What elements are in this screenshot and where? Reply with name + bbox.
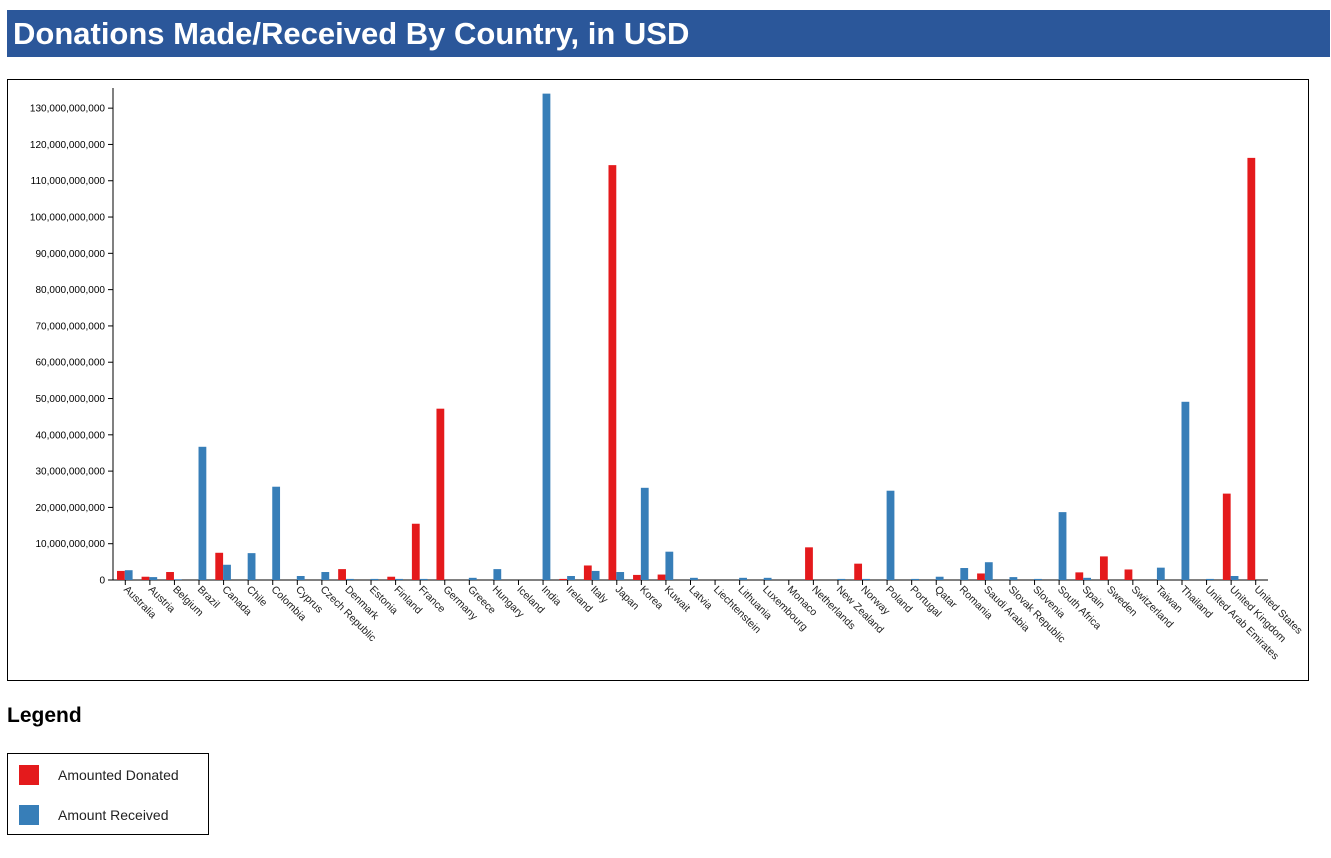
bar-donated	[117, 570, 125, 580]
bar-received	[960, 568, 969, 580]
bar-received	[272, 486, 281, 580]
bar-received	[1156, 567, 1165, 580]
bar-received	[911, 578, 919, 580]
bar-donated	[338, 569, 346, 580]
bar-donated	[215, 552, 224, 580]
bar-received	[837, 578, 846, 580]
bar-received	[124, 570, 133, 580]
bar-donated	[854, 563, 863, 580]
y-tick-label: 50,000,000,000	[35, 394, 105, 405]
bar-chart: 0 10,000,000,000 20,000,000,000 30,000,000,…	[30, 88, 1305, 662]
y-tick-label: 110,000,000,000	[31, 176, 106, 187]
bar-received	[886, 490, 895, 580]
bar-received	[616, 572, 625, 580]
bar-received	[173, 579, 182, 580]
bar-received	[468, 577, 477, 580]
bar-received	[1083, 577, 1092, 580]
y-tick-label: 120,000,000,000	[30, 140, 106, 151]
bar-donated	[633, 574, 641, 580]
y-tick-label: 100,000,000,000	[30, 213, 106, 224]
bar-received	[493, 569, 502, 580]
legend-label-donated: Amounted Donated	[58, 767, 179, 783]
bar-received	[1230, 576, 1239, 580]
y-tick-label: 80,000,000,000	[35, 285, 105, 296]
bar-donated	[436, 408, 445, 580]
page-title: Donations Made/Received By Country, in U…	[7, 10, 1330, 57]
bar-donated	[411, 523, 420, 580]
bar-received	[223, 564, 231, 580]
bar-received	[370, 578, 379, 580]
bar-received	[862, 578, 870, 580]
bar-donated	[166, 572, 174, 580]
y-tick-label: 30,000,000,000	[35, 467, 105, 478]
bar-donated	[583, 565, 592, 580]
bar-received	[1058, 512, 1067, 580]
legend-swatch-donated	[19, 765, 39, 785]
bar-received	[1206, 578, 1214, 580]
legend-label-received: Amount Received	[58, 807, 169, 823]
bar-received	[542, 93, 551, 580]
bar-received	[690, 577, 698, 580]
legend-swatch-received	[19, 805, 39, 825]
bar-donated	[1099, 556, 1108, 580]
bar-donated	[1222, 493, 1231, 580]
bar-received	[419, 578, 428, 580]
x-tick-label: Japan	[613, 584, 642, 613]
y-tick-label: 20,000,000,000	[35, 503, 105, 514]
bar-received	[1181, 401, 1190, 580]
bar-received	[591, 570, 600, 580]
bar-received	[395, 578, 403, 580]
bar-received	[198, 446, 207, 580]
bar-received	[1034, 578, 1042, 580]
bar-donated	[1247, 157, 1256, 580]
bar-received	[640, 487, 649, 580]
bar-donated	[559, 578, 568, 580]
bar-received	[763, 577, 772, 580]
bar-received	[739, 577, 747, 580]
bar-received	[567, 576, 575, 580]
legend-heading: Legend	[7, 704, 82, 727]
bar-received	[247, 553, 256, 580]
bar-donated	[608, 165, 617, 580]
bar-received	[935, 576, 944, 580]
bar-donated	[977, 573, 985, 580]
bar-donated	[1075, 572, 1084, 580]
bar-donated	[387, 576, 396, 580]
bar-received	[296, 576, 305, 580]
bar-received	[345, 578, 354, 580]
y-tick-label: 130,000,000,000	[30, 104, 106, 115]
bar-received	[984, 562, 993, 580]
y-tick-label: 40,000,000,000	[35, 430, 105, 441]
x-tick-label: Ireland	[564, 584, 595, 615]
bar-received	[149, 577, 158, 580]
y-tick-label: 90,000,000,000	[35, 249, 105, 260]
x-tick-label: Kuwait	[662, 584, 693, 615]
bar-donated	[141, 576, 150, 580]
y-tick-label: 0	[99, 576, 105, 587]
bar-donated	[805, 547, 813, 580]
bar-donated	[1124, 569, 1133, 580]
y-tick-label: 60,000,000,000	[35, 358, 105, 369]
y-tick-label: 70,000,000,000	[35, 321, 105, 332]
legend: Amounted Donated Amount Received	[7, 753, 209, 835]
bar-received	[665, 551, 674, 580]
bar-received	[1009, 577, 1018, 580]
bar-donated	[657, 574, 666, 580]
bar-received	[321, 572, 330, 580]
chart-container: 0 10,000,000,000 20,000,000,000 30,000,000,…	[7, 79, 1309, 681]
y-tick-label: 10,000,000,000	[35, 539, 105, 550]
x-tick-label: Korea	[637, 584, 665, 612]
